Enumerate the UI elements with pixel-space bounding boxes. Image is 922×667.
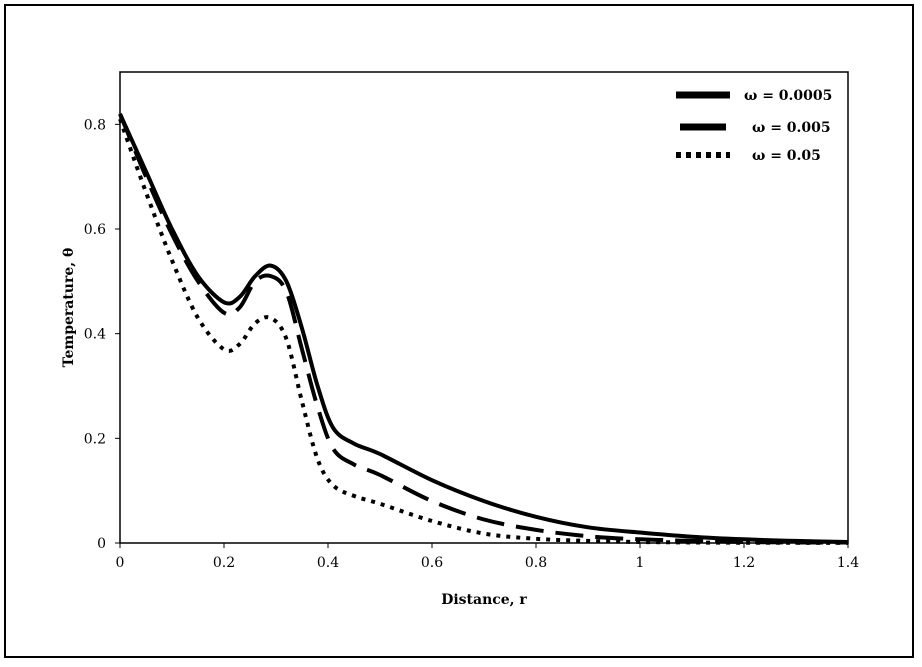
y-axis-title: Temperature, θ	[61, 248, 77, 368]
x-tick-label: 0.2	[213, 555, 235, 571]
series-line-3	[118, 118, 849, 545]
y-tick-label: 0	[97, 536, 106, 552]
x-tick-label: 1	[636, 555, 645, 571]
series-lines	[118, 113, 849, 545]
legend-label-2: ω = 0.005	[752, 120, 831, 136]
x-tick-label: 0.4	[317, 555, 339, 571]
y-tick-label: 0.4	[84, 327, 106, 343]
y-tick-label: 0.8	[84, 117, 106, 133]
series-line-2	[118, 113, 849, 545]
series-line-1	[118, 113, 849, 544]
y-tick-label: 0.2	[84, 431, 106, 447]
x-tick-label: 0.6	[421, 555, 443, 571]
axis-ticks: 0 0.2 0.4 0.6 0.8 1 1.2 1.4 0 0.2 0.4 0.6 0.8	[84, 117, 859, 571]
x-tick-label: 1.4	[837, 555, 859, 571]
x-tick-label: 0.8	[525, 555, 547, 571]
y-tick-label: 0.6	[84, 222, 106, 238]
x-tick-label: 0	[116, 555, 125, 571]
plot-area	[119, 71, 849, 544]
legend-label-1: ω = 0.0005	[744, 88, 832, 104]
x-tick-label: 1.2	[733, 555, 755, 571]
figure-frame	[4, 4, 914, 658]
legend: ω = 0.0005 ω = 0.005 ω = 0.05	[676, 88, 832, 164]
legend-label-3: ω = 0.05	[752, 148, 821, 164]
x-axis-title: Distance, r	[441, 592, 527, 608]
